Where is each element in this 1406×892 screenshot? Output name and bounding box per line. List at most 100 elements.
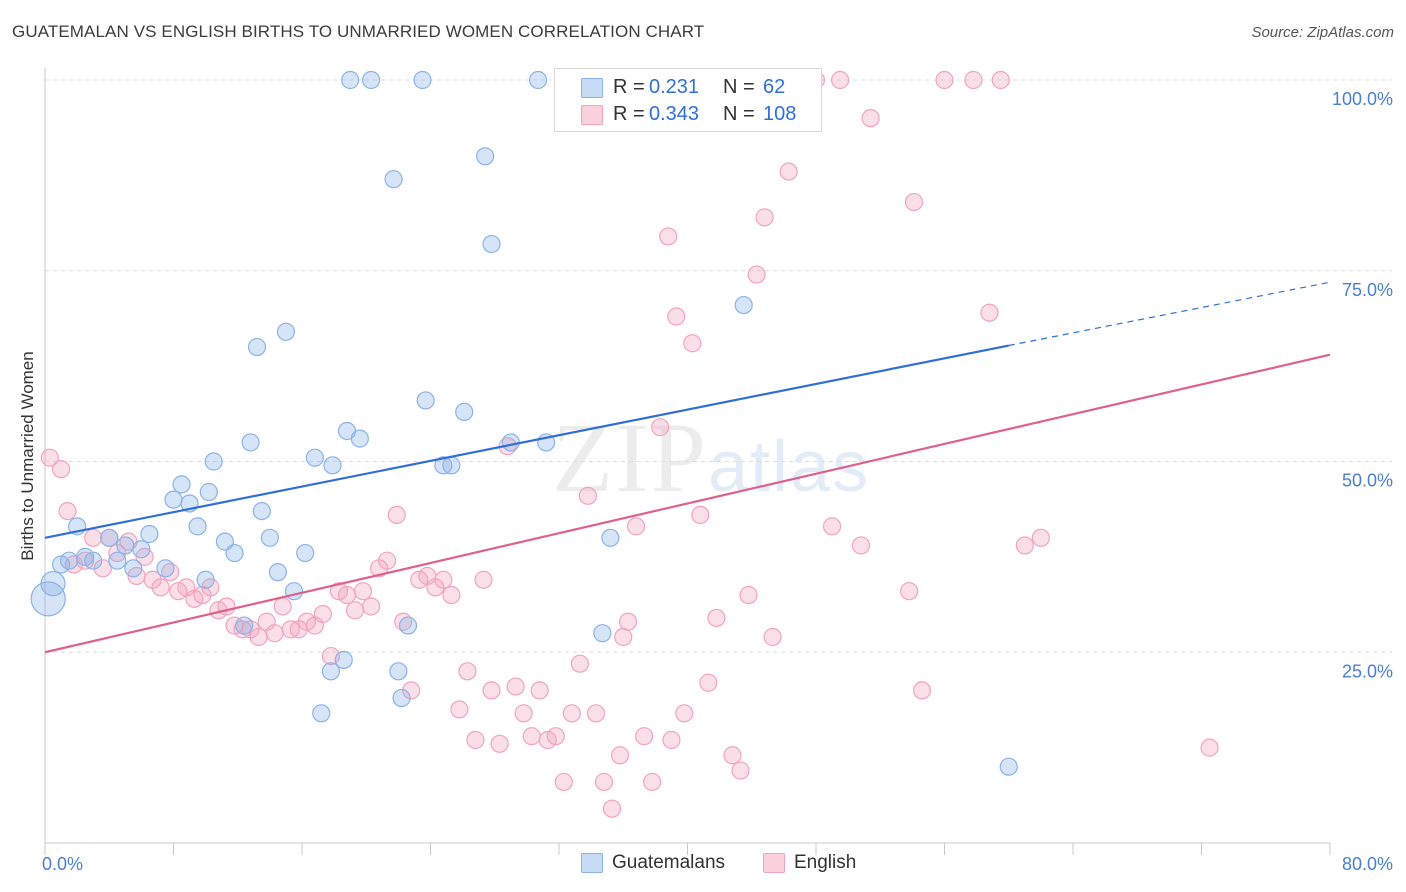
english-point: [273, 597, 292, 616]
english-point: [643, 772, 662, 792]
english-point: [731, 761, 750, 780]
english-point: [58, 501, 77, 521]
guatemalans-trend-extension: [1008, 281, 1331, 347]
axes: [44, 68, 1331, 855]
english-point: [635, 727, 654, 746]
guatemalan-point: [334, 650, 353, 669]
guatemalan-point: [140, 524, 159, 544]
guatemalan-point: [172, 475, 191, 494]
english-point: [707, 608, 726, 628]
guatemalan-points: [30, 70, 1018, 776]
english-point: [442, 585, 461, 605]
english-point: [723, 746, 742, 765]
guatemalan-point: [323, 456, 342, 475]
guatemalan-point: [361, 70, 381, 90]
x-tick-label: 80.0%: [1342, 854, 1393, 874]
guatemalan-point: [247, 337, 267, 357]
guatemalan-point: [188, 517, 207, 536]
english-point: [570, 654, 589, 673]
english-point: [618, 612, 638, 631]
english-point: [313, 604, 332, 624]
chart-title: GUATEMALAN VS ENGLISH BIRTHS TO UNMARRIE…: [12, 22, 705, 41]
guatemalan-point: [235, 616, 254, 635]
english-point: [935, 70, 954, 90]
guatemalan-point: [389, 662, 408, 681]
guatemalan-point: [482, 234, 501, 254]
guatemalan-point: [40, 570, 66, 597]
english-point: [265, 624, 284, 643]
english-point: [675, 704, 694, 723]
english-point: [434, 570, 453, 589]
english-point: [904, 192, 924, 212]
legend-r-label: R =: [613, 76, 645, 98]
guatemalan-point: [734, 295, 753, 315]
english-point: [610, 746, 630, 765]
guatemalan-point: [413, 70, 432, 90]
legend-n-label: N =: [723, 103, 755, 125]
y-tick-label: 50.0%: [1342, 471, 1393, 491]
guatemalan-point: [108, 551, 127, 570]
legend-n-label: N =: [723, 76, 755, 98]
guatemalan-point: [476, 147, 495, 166]
guatemalan-point: [350, 429, 369, 448]
guatemalan-point: [296, 543, 315, 563]
guatemalan-point: [84, 551, 103, 570]
english-point: [482, 681, 501, 700]
english-swatch: [763, 853, 785, 873]
english-point: [506, 677, 525, 696]
english-point: [387, 505, 406, 525]
english-point: [562, 704, 581, 723]
guatemalan-point: [999, 757, 1018, 776]
english-point: [554, 772, 573, 792]
guatemalan-point: [455, 402, 474, 422]
guatemalan-point: [59, 551, 79, 570]
correlation-legend: R = 0.231 N = 62 R = 0.343 N = 108: [554, 68, 822, 132]
guatemalan-point: [260, 528, 279, 547]
english-point: [458, 662, 477, 681]
guatemalan-point: [241, 433, 260, 452]
guatemalan-point: [416, 391, 435, 410]
english-point: [546, 727, 565, 746]
guatemalan-point: [252, 501, 271, 521]
guatemalan-point: [196, 570, 215, 589]
grid-lines: [45, 79, 1392, 653]
guatemalan-point: [305, 448, 324, 467]
x-tick-label: 0.0%: [42, 854, 83, 874]
guatemalan-point: [442, 456, 461, 475]
english-point: [514, 704, 533, 723]
english-point: [151, 578, 170, 597]
guatemalan-point: [204, 452, 223, 471]
english-point: [667, 307, 686, 326]
english-point: [662, 730, 681, 750]
guatemalan-point: [132, 540, 151, 559]
english-point: [249, 627, 268, 647]
guatemalan-point: [124, 559, 143, 578]
english-point: [378, 551, 397, 570]
english-point: [51, 460, 71, 479]
english-point: [586, 704, 606, 723]
english-point: [474, 570, 493, 589]
guatemalans-swatch: [581, 853, 603, 873]
legend-n-value: 108: [763, 103, 797, 125]
english-point: [450, 700, 469, 719]
english-point: [822, 517, 842, 536]
english-point: [659, 227, 678, 246]
y-axis-label: Births to Unmarried Women: [18, 351, 37, 560]
trend-lines: [44, 281, 1331, 654]
english-point: [40, 448, 59, 467]
english-point: [1200, 738, 1219, 757]
guatemalan-point: [225, 543, 244, 563]
english-point: [980, 303, 999, 322]
guatemalan-point: [312, 704, 331, 723]
guatemalan-point: [100, 528, 119, 547]
legend-n-value: 62: [763, 76, 786, 98]
legend-r-value: 0.231: [649, 76, 700, 98]
guatemalan-point: [276, 322, 296, 341]
english-point: [345, 601, 365, 620]
guatemalan-point: [199, 482, 218, 502]
english-point: [402, 681, 421, 700]
english-point: [691, 505, 710, 525]
english-point: [602, 799, 622, 818]
english-point: [93, 559, 112, 578]
english-point: [900, 582, 919, 601]
